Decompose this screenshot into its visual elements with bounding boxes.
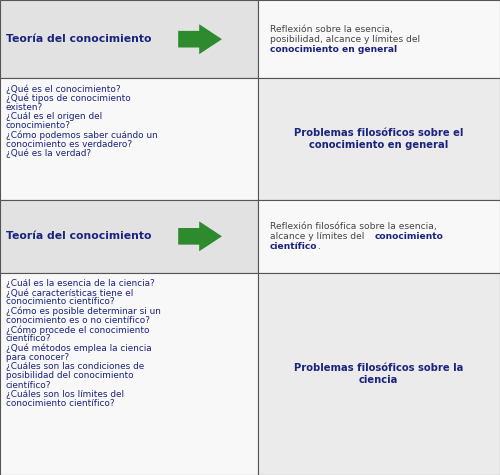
Polygon shape	[178, 24, 222, 54]
Text: ¿Qué métodos emplea la ciencia: ¿Qué métodos emplea la ciencia	[6, 344, 152, 353]
Text: científico?: científico?	[6, 334, 52, 343]
Text: conocimiento científico?: conocimiento científico?	[6, 399, 114, 408]
Bar	[258, 0, 500, 78]
Bar	[258, 78, 500, 200]
Text: alcance y límites del: alcance y límites del	[270, 232, 367, 241]
Text: ¿Qué es la verdad?: ¿Qué es la verdad?	[6, 149, 91, 159]
Text: ¿Cómo es posible determinar si un: ¿Cómo es posible determinar si un	[6, 307, 161, 316]
Text: conocimiento en general: conocimiento en general	[270, 45, 397, 54]
Text: Reflexión filosófica sobre la esencia,: Reflexión filosófica sobre la esencia,	[270, 222, 437, 231]
Bar	[0, 78, 258, 200]
Bar	[258, 200, 500, 273]
Text: posibilidad, alcance y límites del: posibilidad, alcance y límites del	[270, 35, 420, 44]
Text: ¿Cuál es la esencia de la ciencia?: ¿Cuál es la esencia de la ciencia?	[6, 279, 155, 288]
Text: ¿Cuáles son las condiciones de: ¿Cuáles son las condiciones de	[6, 362, 144, 371]
Text: existen?: existen?	[6, 103, 44, 112]
Text: ¿Cuáles son los límites del: ¿Cuáles son los límites del	[6, 390, 124, 399]
Text: científico: científico	[270, 242, 318, 251]
Text: Problemas filosóficos sobre la
ciencia: Problemas filosóficos sobre la ciencia	[294, 363, 464, 385]
Text: conocimiento?: conocimiento?	[6, 121, 71, 130]
Text: ¿Qué características tiene el: ¿Qué características tiene el	[6, 288, 133, 297]
Bar	[258, 273, 500, 475]
Text: conocimiento es o no científico?: conocimiento es o no científico?	[6, 316, 150, 325]
Text: para conocer?: para conocer?	[6, 353, 69, 362]
Bar	[0, 0, 258, 78]
Text: Problemas filosóficos sobre el
conocimiento en general: Problemas filosóficos sobre el conocimie…	[294, 128, 464, 150]
Text: .: .	[380, 45, 382, 54]
Text: científico?: científico?	[6, 381, 52, 390]
Text: ¿Qué tipos de conocimiento: ¿Qué tipos de conocimiento	[6, 93, 131, 103]
Text: Reflexión sobre la esencia,: Reflexión sobre la esencia,	[270, 25, 393, 34]
Text: .: .	[318, 242, 320, 251]
Text: conocimiento: conocimiento	[375, 232, 444, 241]
Text: conocimiento científico?: conocimiento científico?	[6, 297, 114, 306]
Text: ¿Qué es el conocimiento?: ¿Qué es el conocimiento?	[6, 84, 120, 94]
Text: Teoría del conocimiento: Teoría del conocimiento	[6, 231, 152, 241]
Bar	[0, 200, 258, 273]
Polygon shape	[178, 221, 222, 251]
Text: posibilidad del conocimiento: posibilidad del conocimiento	[6, 371, 134, 380]
Text: ¿Cómo podemos saber cuándo un: ¿Cómo podemos saber cuándo un	[6, 131, 158, 140]
Text: conocimiento es verdadero?: conocimiento es verdadero?	[6, 140, 132, 149]
Text: Teoría del conocimiento: Teoría del conocimiento	[6, 34, 152, 44]
Text: ¿Cómo procede el conocimiento: ¿Cómo procede el conocimiento	[6, 325, 150, 335]
Text: ¿Cuál es el origen del: ¿Cuál es el origen del	[6, 112, 102, 121]
Bar	[0, 273, 258, 475]
